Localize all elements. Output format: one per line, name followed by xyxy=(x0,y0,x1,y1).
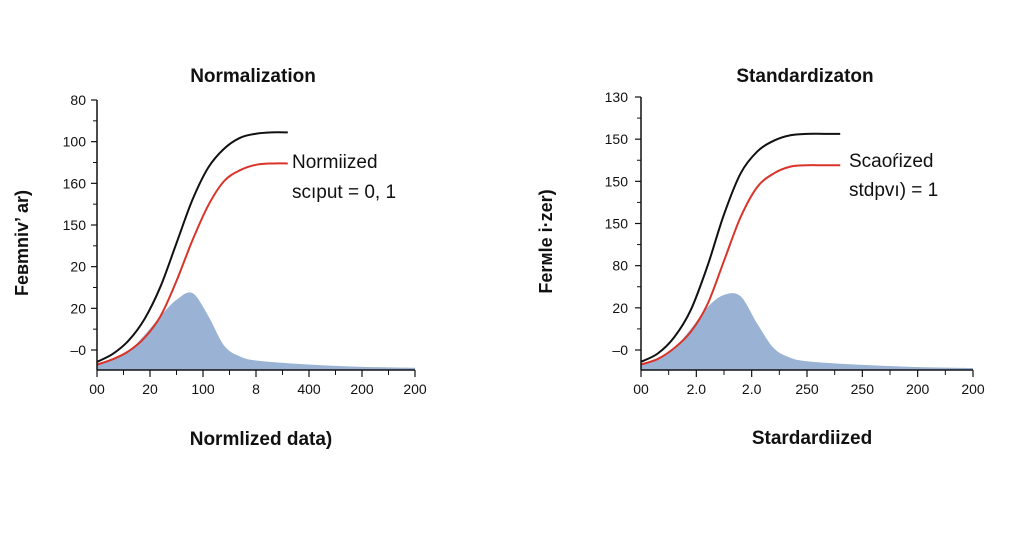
y-tick-label: 130 xyxy=(605,89,629,105)
y-tick-label: 80 xyxy=(70,92,86,108)
x-tick-label: 250 xyxy=(795,381,819,397)
y-axis-label: Feвmniv’ ar) xyxy=(12,190,32,296)
x-tick-label: 400 xyxy=(297,381,321,397)
y-tick-label: 150 xyxy=(605,173,629,189)
annotation-line-1: Scaoŕized xyxy=(849,151,934,172)
x-tick-label: 200 xyxy=(961,381,985,397)
x-tick-label: 20 xyxy=(142,381,158,397)
x-tick-label: 00 xyxy=(89,381,105,397)
chart-title: Normalization xyxy=(190,66,316,87)
chart-panel-2: 130 150 150 150 80 20 –0 00 2.0 2.0 250 250 200 200 St… xyxy=(536,66,985,449)
x-axis-label: Normlized data) xyxy=(190,429,333,450)
chart-title: Standardizaton xyxy=(736,66,873,87)
x-tick-label: 2.0 xyxy=(742,381,762,397)
x-tick-label: 2.0 xyxy=(687,381,707,397)
black-curve-line xyxy=(640,132,841,363)
y-axis-label: Ferмle i·zer) xyxy=(536,189,556,293)
y-tick-label: 20 xyxy=(70,300,86,316)
x-tick-label: 250 xyxy=(851,381,875,397)
y-tick-label: –0 xyxy=(70,342,86,358)
x-tick-label: 200 xyxy=(403,381,427,397)
y-tick-label: 160 xyxy=(63,175,87,191)
annotation-line-2: stdpvı) = 1 xyxy=(849,180,938,201)
x-tick-label: 8 xyxy=(252,381,260,397)
y-tick-label: 100 xyxy=(63,134,87,150)
distribution-area xyxy=(97,292,415,370)
x-tick-label: 200 xyxy=(350,381,374,397)
y-tick-label: 150 xyxy=(605,216,629,232)
x-tick-label: 100 xyxy=(191,381,215,397)
annotation-line-1: Normiized xyxy=(292,152,378,173)
distribution-area xyxy=(641,293,973,370)
annotation-line-2: scıput = 0, 1 xyxy=(292,182,396,203)
y-tick-label: 20 xyxy=(612,300,628,316)
x-tick-label: 200 xyxy=(906,381,930,397)
y-tick-label: 80 xyxy=(612,258,628,274)
chart-panel-1: 80 100 160 150 20 20 –0 00 20 100 8 400 200 200 Normal… xyxy=(12,66,427,450)
x-axis-label: Stardardiized xyxy=(752,428,872,449)
red-curve-line xyxy=(640,164,841,366)
y-tick-label: 20 xyxy=(70,259,86,275)
x-tick-label: 00 xyxy=(633,381,649,397)
y-tick-label: 150 xyxy=(63,217,87,233)
y-tick-label: –0 xyxy=(612,342,628,358)
y-tick-label: 150 xyxy=(605,131,629,147)
red-curve-line xyxy=(96,162,288,366)
black-curve-line xyxy=(96,131,288,363)
